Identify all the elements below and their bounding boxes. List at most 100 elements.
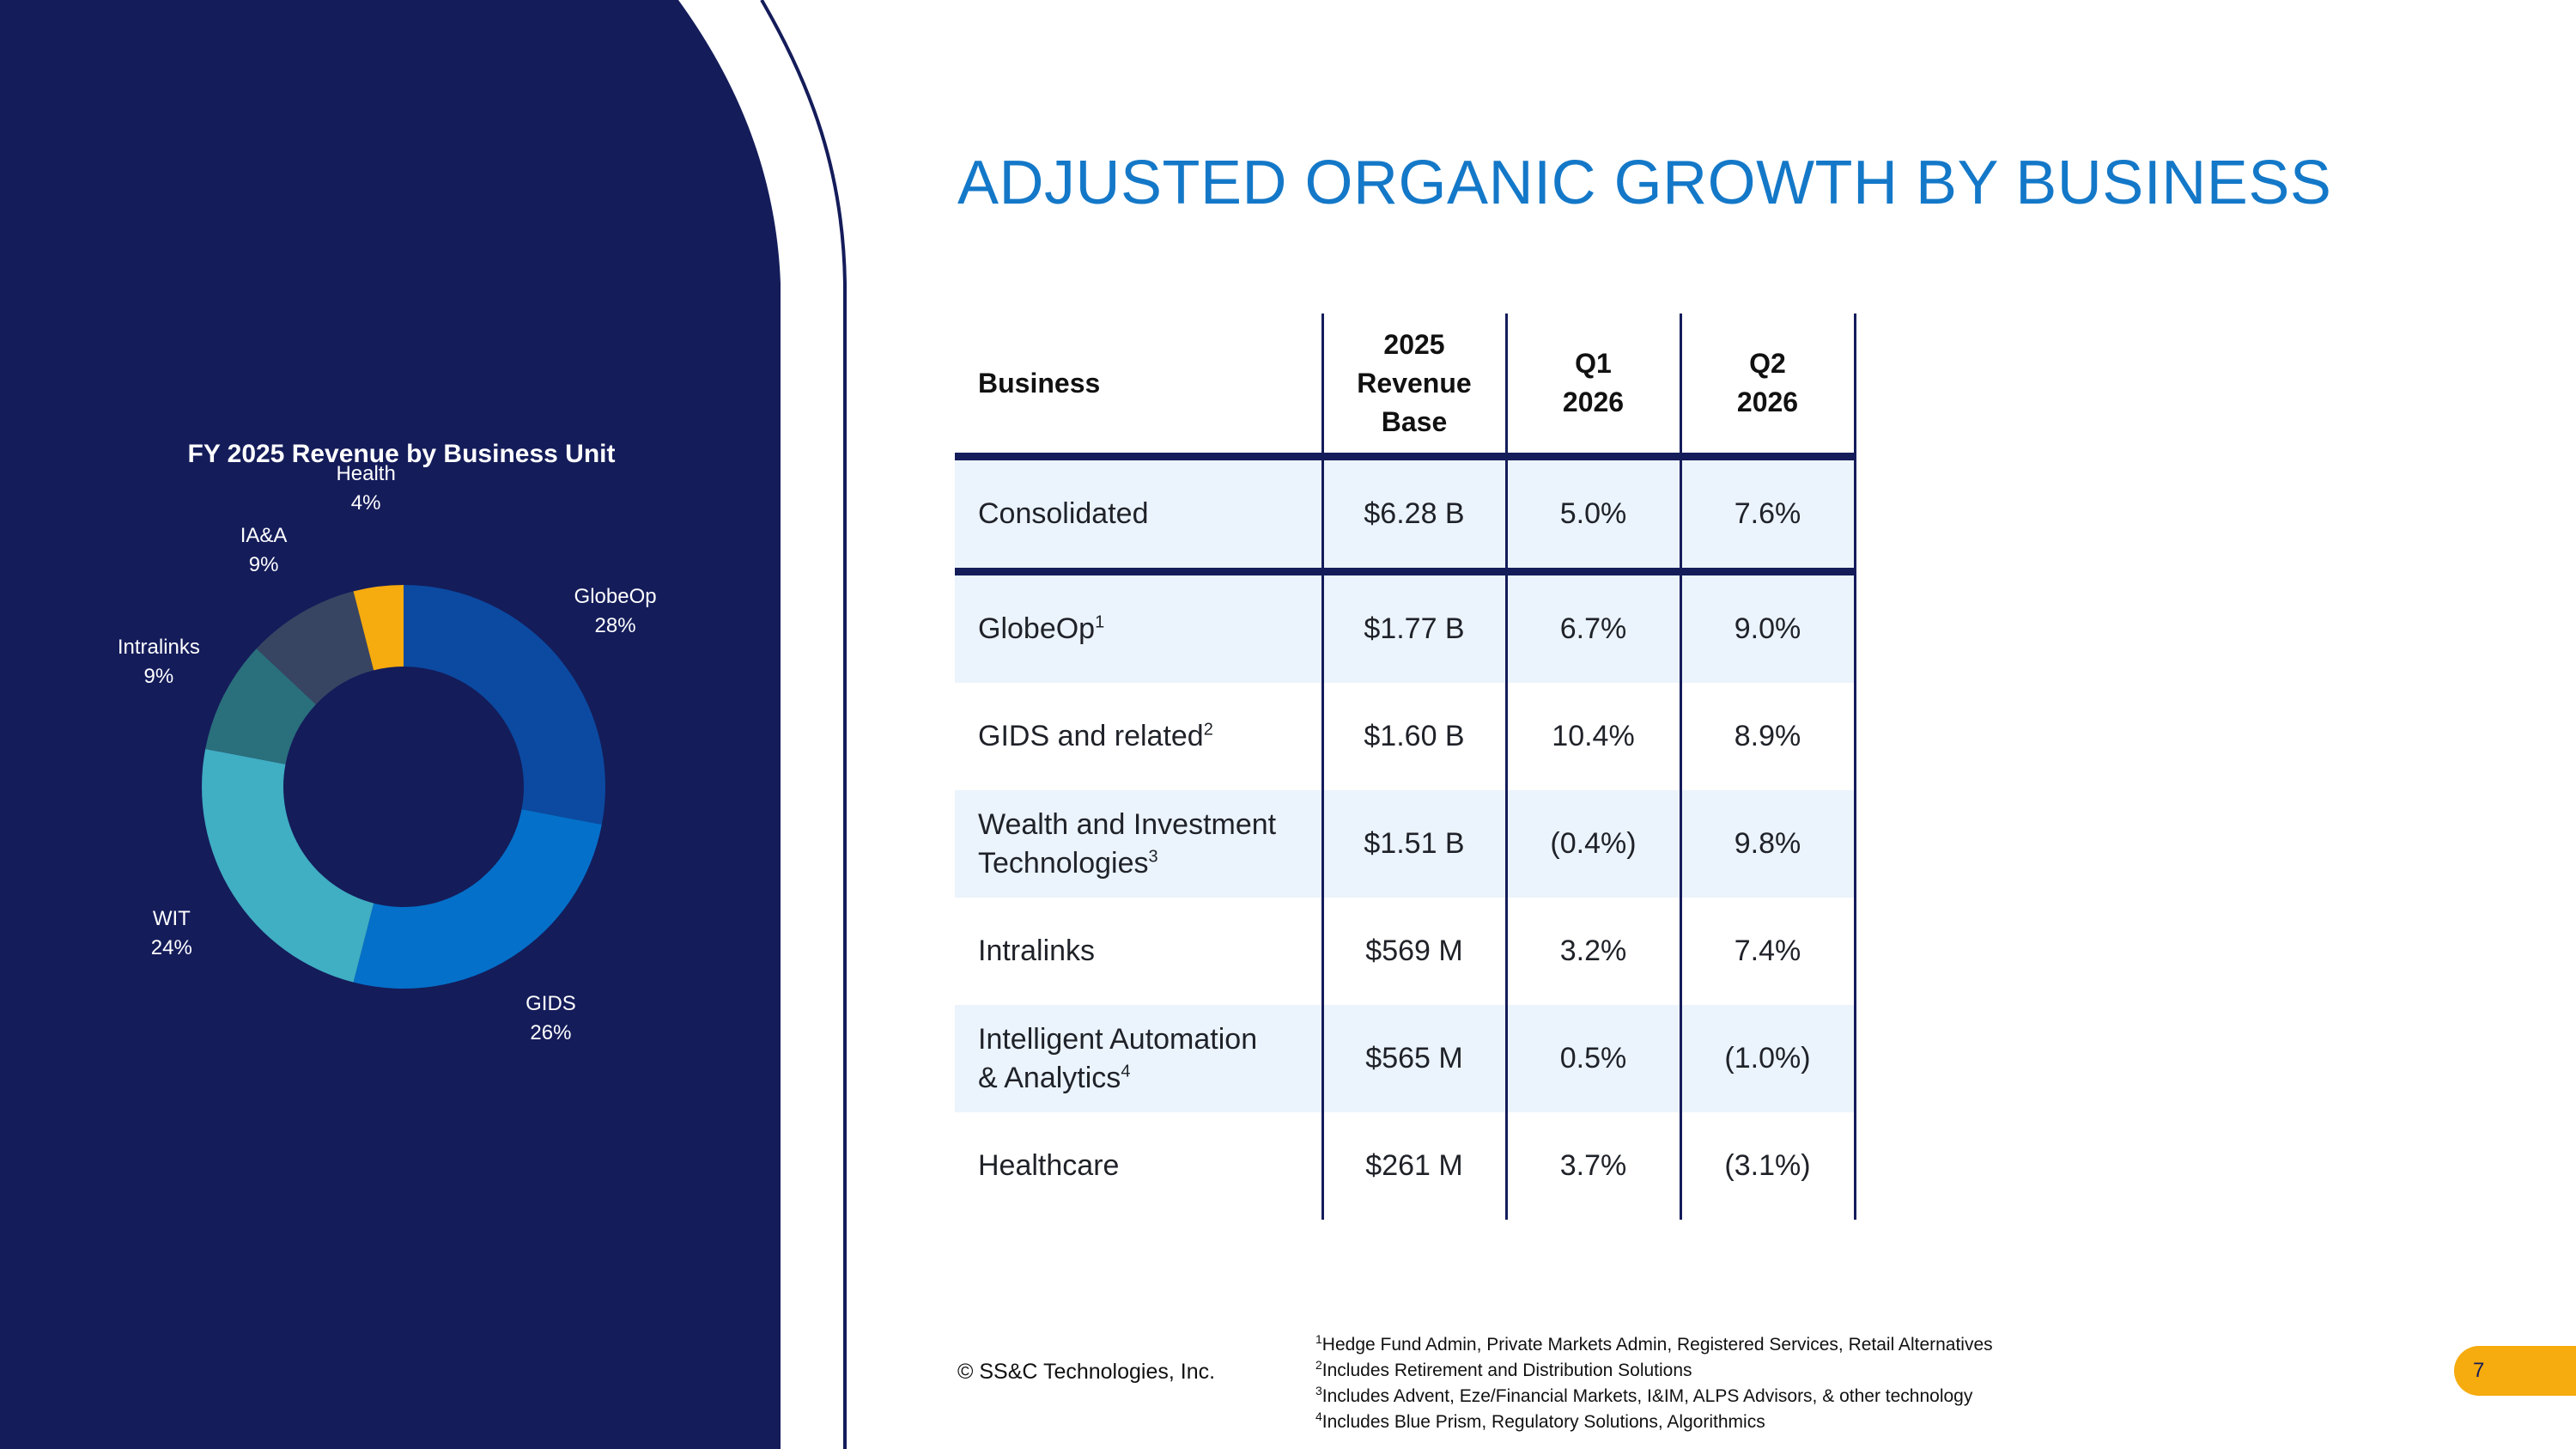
donut-label-name: Health: [336, 461, 396, 485]
header-revenue-line2: Revenue: [1357, 367, 1472, 399]
revenue-cell: $1.60 B: [1321, 683, 1506, 790]
donut-label: Intralinks 9%: [90, 633, 228, 691]
donut-label-value: 9%: [143, 664, 174, 688]
q1-growth-cell: 0.5%: [1504, 1005, 1680, 1112]
left-panel: FY 2025 Revenue by Business Unit GlobeOp…: [0, 0, 859, 1449]
revenue-cell: $1.77 B: [1321, 571, 1506, 683]
business-name-line2: Technologies: [978, 846, 1149, 880]
donut-label-value: 24%: [150, 936, 192, 960]
donut-slice-health: [353, 585, 404, 671]
revenue-cell: $565 M: [1321, 1005, 1506, 1112]
q2-growth-cell: (3.1%): [1679, 1112, 1856, 1220]
business-name-cell: Intelligent Automation & Analytics4: [955, 1005, 1322, 1112]
donut-label-value: 26%: [530, 1021, 572, 1045]
business-name: Healthcare: [978, 1149, 1120, 1182]
business-name: Intralinks: [978, 935, 1096, 967]
business-name-cell: GIDS and related2: [955, 683, 1322, 790]
footnote-marker: 3: [1148, 847, 1158, 867]
footnote: 3Includes Advent, Eze/Financial Markets,…: [1315, 1384, 1993, 1409]
donut-slice-globeop: [404, 585, 605, 825]
business-name-cell: Healthcare: [955, 1112, 1322, 1220]
chart-title: FY 2025 Revenue by Business Unit: [187, 440, 616, 468]
business-name-cell: Consolidated: [955, 456, 1322, 575]
donut-label: GlobeOp 28%: [547, 582, 684, 641]
donut-label-name: WIT: [152, 907, 191, 931]
footnote: 1Hedge Fund Admin, Private Markets Admin…: [1315, 1332, 1993, 1358]
donut-label-name: Intralinks: [117, 635, 200, 659]
donut-label-name: GlobeOp: [574, 585, 657, 609]
donut-slice-gids: [353, 809, 602, 989]
panel-background: [0, 0, 847, 1449]
donut-label-name: IA&A: [240, 523, 288, 547]
header-revenue-base: 2025 Revenue Base: [1321, 314, 1506, 460]
footnotes: 1Hedge Fund Admin, Private Markets Admin…: [1315, 1332, 1993, 1435]
business-name-cell: Wealth and Investment Technologies3: [955, 790, 1322, 898]
table-row: GlobeOp1 $1.77 B 6.7% 9.0%: [955, 571, 1856, 683]
footnote-number: 4: [1315, 1409, 1322, 1423]
donut-label-value: 4%: [350, 490, 381, 514]
revenue-cell: $1.51 B: [1321, 790, 1506, 898]
header-q1-line1: Q1: [1575, 348, 1612, 379]
footnote-number: 3: [1315, 1384, 1322, 1397]
donut-label-value: 28%: [594, 614, 636, 638]
q2-growth-cell: 7.4%: [1679, 898, 1856, 1005]
q1-growth-cell: 6.7%: [1504, 571, 1680, 683]
footnote-number: 1: [1315, 1332, 1322, 1346]
q1-growth-cell: 3.7%: [1504, 1112, 1680, 1220]
footnote: 2Includes Retirement and Distribution So…: [1315, 1358, 1993, 1384]
business-name: GlobeOp: [978, 612, 1096, 645]
q2-growth-cell: 9.0%: [1679, 571, 1856, 683]
q1-growth-cell: 10.4%: [1504, 683, 1680, 790]
table-row: Healthcare $261 M 3.7% (3.1%): [955, 1112, 1856, 1220]
donut-slice-intralinks: [205, 648, 316, 764]
q2-growth-cell: 7.6%: [1679, 456, 1856, 575]
growth-table: Business 2025 Revenue Base Q1 2026 Q2 20…: [955, 314, 1856, 1220]
donut-label: Health 4%: [297, 460, 434, 518]
header-q2-line1: Q2: [1749, 348, 1786, 379]
table-row: Consolidated $6.28 B 5.0% 7.6%: [955, 456, 1856, 575]
footnote-text: Hedge Fund Admin, Private Markets Admin,…: [1321, 1335, 1993, 1355]
q1-growth-cell: 5.0%: [1504, 456, 1680, 575]
q2-growth-cell: (1.0%): [1679, 1005, 1856, 1112]
donut-label-name: GIDS: [526, 992, 576, 1016]
business-name-cell: Intralinks: [955, 898, 1322, 1005]
donut-label: WIT 24%: [103, 904, 240, 963]
donut-chart: [202, 585, 605, 989]
donut-label: GIDS 26%: [482, 989, 619, 1048]
donut-label-value: 9%: [248, 552, 279, 576]
footnote-number: 2: [1315, 1358, 1322, 1372]
donut-label: IA&A 9%: [195, 521, 332, 580]
business-name: Intelligent Automation: [978, 1022, 1258, 1056]
donut-slice-wit: [202, 748, 374, 983]
page-number-badge: 7: [2454, 1346, 2576, 1396]
business-name: Wealth and Investment: [978, 807, 1277, 841]
business-name: GIDS and related: [978, 720, 1204, 752]
footnote-text: Includes Advent, Eze/Financial Markets, …: [1321, 1386, 1973, 1406]
footnote: 4Includes Blue Prism, Regulatory Solutio…: [1315, 1409, 1993, 1435]
business-name: Consolidated: [978, 497, 1149, 530]
header-revenue-line1: 2025: [1383, 328, 1445, 360]
table-header-row: Business 2025 Revenue Base Q1 2026 Q2 20…: [955, 314, 1856, 460]
q1-growth-cell: (0.4%): [1504, 790, 1680, 898]
header-q1-line2: 2026: [1562, 387, 1625, 417]
header-q2-line2: 2026: [1736, 387, 1799, 417]
revenue-cell: $261 M: [1321, 1112, 1506, 1220]
footnote-text: Includes Blue Prism, Regulatory Solution…: [1321, 1412, 1765, 1432]
business-name-line2: & Analytics: [978, 1061, 1121, 1094]
revenue-cell: $569 M: [1321, 898, 1506, 1005]
header-q1-2026: Q1 2026: [1504, 314, 1680, 460]
donut-slice-ia-a: [256, 591, 374, 705]
header-business: Business: [955, 314, 1322, 460]
business-name-cell: GlobeOp1: [955, 571, 1322, 683]
header-revenue-line3: Base: [1381, 405, 1448, 437]
revenue-cell: $6.28 B: [1321, 456, 1506, 575]
footnote-marker: 4: [1121, 1062, 1131, 1081]
table-row: Wealth and Investment Technologies3 $1.51 …: [955, 790, 1856, 898]
copyright-notice: © SS&C Technologies, Inc.: [957, 1360, 1216, 1384]
q2-growth-cell: 8.9%: [1679, 683, 1856, 790]
footnote-marker: 1: [1095, 612, 1105, 632]
header-q2-2026: Q2 2026: [1679, 314, 1856, 460]
table-row: Intelligent Automation & Analytics4 $565 M…: [955, 1005, 1856, 1112]
table-row: Intralinks $569 M 3.2% 7.4%: [955, 898, 1856, 1005]
slide-title: ADJUSTED ORGANIC GROWTH BY BUSINESS: [957, 149, 2332, 217]
